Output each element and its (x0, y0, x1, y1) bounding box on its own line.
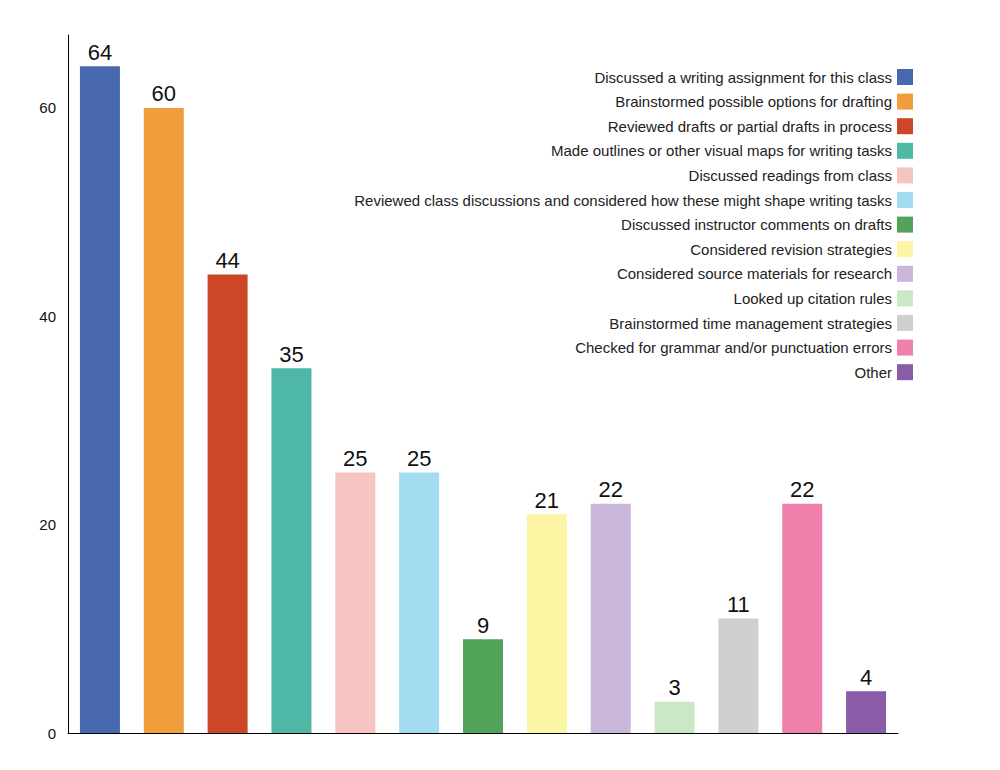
svg-text:Brainstormed possible options: Brainstormed possible options for drafti… (615, 93, 892, 110)
svg-text:Discussed readings from class: Discussed readings from class (689, 167, 892, 184)
svg-text:60: 60 (152, 81, 176, 106)
svg-text:Discussed a writing assignment: Discussed a writing assignment for this … (594, 69, 892, 86)
svg-text:Other: Other (854, 364, 892, 381)
svg-text:44: 44 (215, 248, 239, 273)
svg-text:4: 4 (860, 665, 872, 690)
svg-text:35: 35 (279, 342, 303, 367)
svg-text:22: 22 (598, 477, 622, 502)
svg-text:Checked for grammar and/or pun: Checked for grammar and/or punctuation e… (575, 339, 892, 356)
svg-text:11: 11 (727, 592, 750, 617)
svg-text:Brainstormed time management s: Brainstormed time management strategies (609, 315, 892, 332)
svg-text:22: 22 (790, 477, 814, 502)
svg-text:64: 64 (88, 40, 112, 65)
svg-text:40: 40 (39, 308, 56, 325)
svg-text:Discussed instructor comments: Discussed instructor comments on drafts (621, 216, 892, 233)
svg-text:Considered revision strategies: Considered revision strategies (690, 241, 892, 258)
svg-text:25: 25 (407, 446, 431, 471)
svg-text:Looked up citation rules: Looked up citation rules (734, 290, 892, 307)
svg-text:25: 25 (343, 446, 367, 471)
svg-text:21: 21 (535, 488, 559, 513)
svg-text:Reviewed class discussions and: Reviewed class discussions and considere… (354, 192, 892, 209)
svg-text:9: 9 (477, 613, 489, 638)
svg-text:60: 60 (39, 99, 56, 116)
svg-text:Considered source materials fo: Considered source materials for research (617, 265, 892, 282)
svg-text:0: 0 (48, 725, 56, 742)
svg-text:3: 3 (668, 675, 680, 700)
svg-text:Made outlines or other visual: Made outlines or other visual maps for w… (551, 142, 892, 159)
svg-text:20: 20 (39, 516, 56, 533)
svg-text:Reviewed drafts or partial dra: Reviewed drafts or partial drafts in pro… (608, 118, 892, 135)
